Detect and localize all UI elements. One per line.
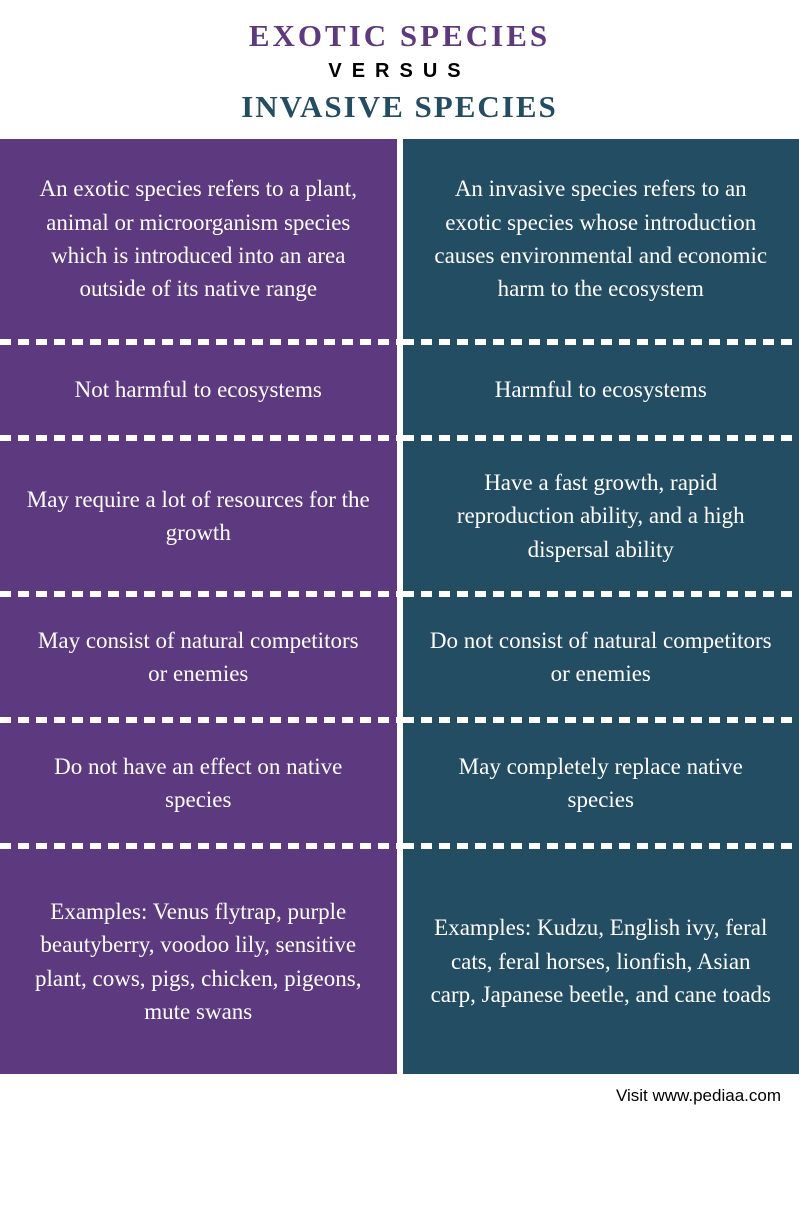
- exotic-examples: Examples: Venus flytrap, purple beautybe…: [0, 849, 397, 1074]
- exotic-harm: Not harmful to ecosystems: [0, 345, 397, 435]
- comparison-infographic: EXOTIC SPECIES VERSUS INVASIVE SPECIES A…: [0, 0, 799, 1122]
- invasive-examples: Examples: Kudzu, English ivy, feral cats…: [403, 849, 799, 1074]
- exotic-native-effect: Do not have an effect on native species: [0, 723, 397, 843]
- exotic-definition: An exotic species refers to a plant, ani…: [0, 139, 397, 339]
- column-invasive: An invasive species refers to an exotic …: [403, 139, 799, 1074]
- invasive-growth: Have a fast growth, rapid reproduction a…: [403, 441, 799, 591]
- exotic-growth: May require a lot of resources for the g…: [0, 441, 397, 591]
- invasive-harm: Harmful to ecosystems: [403, 345, 799, 435]
- title-left: EXOTIC SPECIES: [0, 18, 799, 54]
- invasive-competitors: Do not consist of natural competitors or…: [403, 597, 799, 717]
- invasive-native-effect: May completely replace native species: [403, 723, 799, 843]
- footer-credit: Visit www.pediaa.com: [0, 1074, 799, 1122]
- header: EXOTIC SPECIES VERSUS INVASIVE SPECIES: [0, 0, 799, 139]
- column-exotic: An exotic species refers to a plant, ani…: [0, 139, 397, 1074]
- invasive-definition: An invasive species refers to an exotic …: [403, 139, 799, 339]
- title-right: INVASIVE SPECIES: [0, 89, 799, 125]
- columns: An exotic species refers to a plant, ani…: [0, 139, 799, 1074]
- exotic-competitors: May consist of natural competitors or en…: [0, 597, 397, 717]
- versus-label: VERSUS: [0, 60, 799, 83]
